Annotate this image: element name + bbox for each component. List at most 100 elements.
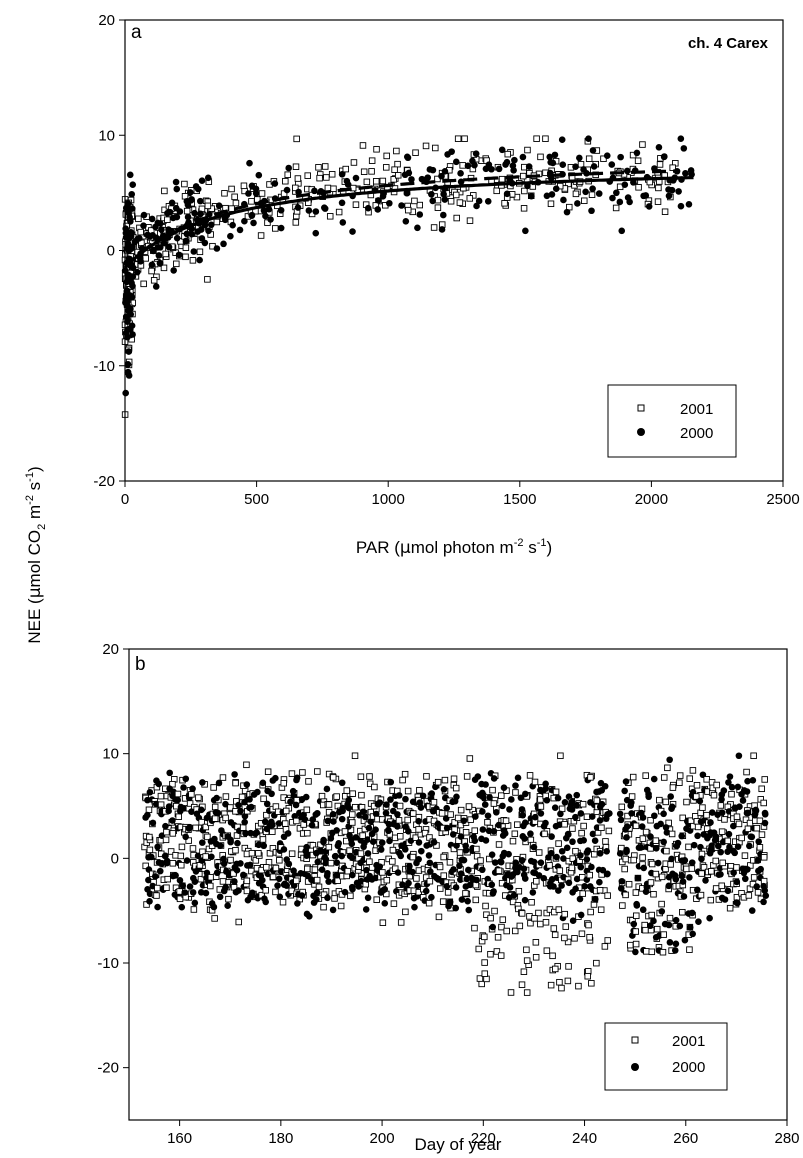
panel-b-point-2000 <box>427 868 434 875</box>
panel-b-point-2000 <box>565 879 573 887</box>
panel-a-point-2000 <box>184 213 192 221</box>
panel-b-point-2001 <box>440 853 447 861</box>
panel-b-point-2001 <box>434 778 442 786</box>
panel-b-point-2000 <box>372 810 380 818</box>
panel-a-point-2000 <box>511 156 518 164</box>
panel-b-point-2001 <box>627 941 634 949</box>
panel-b-point-2001 <box>550 925 558 932</box>
panel-b-point-2001 <box>546 862 553 869</box>
panel-a-point-2001 <box>135 215 142 223</box>
panel-b-point-2001 <box>590 850 598 858</box>
panel-a-fit-curve-2001 <box>123 169 678 269</box>
panel-b-point-2001 <box>309 842 317 849</box>
panel-b-point-2001 <box>463 773 471 780</box>
panel-b-point-2000 <box>186 823 194 831</box>
panel-b-point-2001 <box>207 882 214 890</box>
panel-a-point-2000 <box>551 151 559 159</box>
panel-b-point-2000 <box>706 914 713 922</box>
panel-b-point-2001 <box>264 768 272 775</box>
panel-b-point-2000 <box>591 837 599 844</box>
panel-b-point-2001 <box>721 816 728 823</box>
panel-a-point-2001 <box>572 190 580 198</box>
panel-b-point-2001 <box>154 884 161 892</box>
panel-b-point-2000 <box>672 940 680 948</box>
panel-b-point-2000 <box>253 829 260 836</box>
panel-b-point-2000 <box>341 888 349 896</box>
panel-b-point-2000 <box>688 859 696 866</box>
panel-a-point-2001 <box>379 177 387 185</box>
panel-b-point-2000 <box>728 783 736 791</box>
panel-a-y-tick-label: 10 <box>98 127 115 144</box>
panel-b-point-2000 <box>662 824 670 831</box>
panel-b-point-2000 <box>144 811 151 819</box>
panel-a-point-2001 <box>272 225 279 232</box>
panel-b-point-2000 <box>695 918 702 926</box>
panel-b-point-2001 <box>475 945 483 953</box>
panel-b-point-2001 <box>440 872 447 879</box>
panel-b-point-2001 <box>700 864 708 871</box>
panel-b-point-2001 <box>153 892 160 899</box>
panel-a-legend-marker-2001 <box>637 404 645 412</box>
panel-b-point-2000 <box>660 810 667 818</box>
panel-a-point-2001 <box>161 187 168 195</box>
panel-a-point-2001 <box>181 180 188 188</box>
panel-b-point-2001 <box>604 937 611 944</box>
panel-b-point-2001 <box>293 817 300 825</box>
panel-b-point-2000 <box>151 873 159 880</box>
panel-a-x-tick-label: 500 <box>244 491 269 508</box>
panel-b-point-2000 <box>211 835 218 843</box>
panel-b-point-2000 <box>280 846 288 853</box>
panel-b-point-2000 <box>308 821 316 829</box>
panel-b-point-2001 <box>232 847 239 854</box>
panel-a-point-2001 <box>304 172 311 179</box>
panel-b-point-2000 <box>345 796 353 804</box>
panel-b-point-2001 <box>662 798 669 806</box>
panel-b-point-2000 <box>671 947 679 954</box>
panel-a-point-2000 <box>546 153 553 161</box>
panel-b-point-2001 <box>512 789 519 796</box>
panel-b-point-2001 <box>239 824 247 831</box>
panel-b-point-2001 <box>172 852 179 859</box>
panel-a-point-2001 <box>524 146 531 154</box>
panel-b-point-2000 <box>272 774 279 782</box>
panel-a-point-2001 <box>328 171 336 178</box>
panel-b-point-2001 <box>502 817 510 824</box>
panel-b-point-2001 <box>707 896 715 904</box>
panel-b-point-2000 <box>293 774 301 782</box>
panel-a-point-2000 <box>140 211 148 219</box>
panel-a-point-2000 <box>588 207 595 215</box>
panel-a-point-2000 <box>441 167 449 175</box>
panel-b-point-2000 <box>158 860 166 867</box>
panel-b-point-2001 <box>422 874 430 881</box>
panel-b-point-2000 <box>673 842 681 850</box>
panel-a-point-2001 <box>422 142 430 150</box>
panel-a-point-2000 <box>404 154 412 162</box>
panel-b-point-2000 <box>244 862 251 869</box>
panel-b-point-2001 <box>744 825 752 833</box>
panel-b-point-2001 <box>190 906 198 913</box>
panel-a-point-2000 <box>201 221 209 229</box>
panel-b-point-2000 <box>274 882 281 889</box>
panel-b-legend-box <box>604 1022 728 1091</box>
panel-a-point-2001 <box>412 149 419 156</box>
panel-a-point-2001 <box>520 205 528 212</box>
panel-a-point-2000 <box>204 174 212 182</box>
panel-b-point-2000 <box>749 776 757 784</box>
panel-b-point-2000 <box>529 889 537 896</box>
panel-a-point-2000 <box>127 326 134 333</box>
panel-b-point-2001 <box>549 952 556 960</box>
panel-b-point-2000 <box>643 786 651 794</box>
panel-b-point-2000 <box>681 857 689 864</box>
panel-b-point-2001 <box>465 803 473 810</box>
panel-b-point-2000 <box>696 797 704 805</box>
panel-a-point-2000 <box>473 202 480 210</box>
panel-b-point-2000 <box>401 846 409 853</box>
panel-b-point-2001 <box>456 849 464 856</box>
panel-a-point-2001 <box>196 248 204 256</box>
panel-b-point-2001 <box>658 873 666 881</box>
panel-b-point-2001 <box>169 830 177 837</box>
panel-b-point-2000 <box>298 814 305 821</box>
panel-b-point-2001 <box>436 863 444 871</box>
panel-b-point-2001 <box>304 829 311 837</box>
panel-b-point-2000 <box>409 868 416 876</box>
